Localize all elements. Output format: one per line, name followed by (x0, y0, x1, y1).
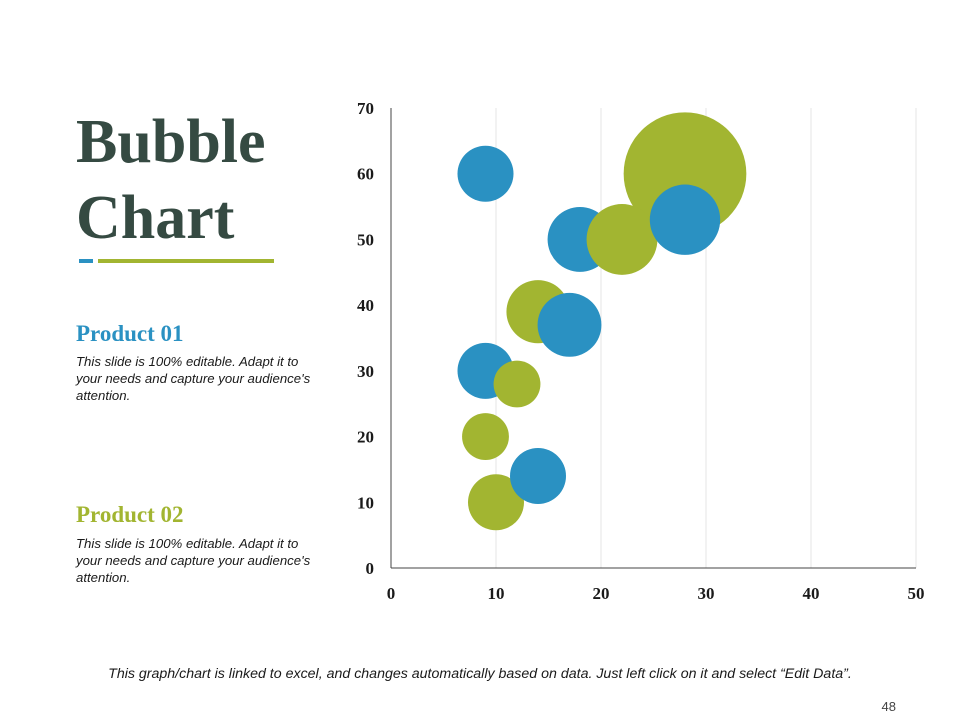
y-tick-label: 40 (357, 296, 374, 315)
x-tick-label: 30 (698, 584, 715, 603)
title-underline-accent-blue (79, 259, 93, 263)
bubble-layer[interactable]: Product 02 (28, 60)Product 01 (9, 60)Pro… (457, 112, 747, 531)
product-01-description: This slide is 100% editable. Adapt it to… (76, 354, 311, 403)
title-underline (79, 259, 274, 263)
slide-title-line-1: Bubble (76, 108, 266, 176)
product-01-heading: Product 01 (76, 321, 184, 346)
bubble-product-02[interactable]: Product 02 (12, 28) (493, 360, 541, 408)
x-tick-label: 20 (593, 584, 610, 603)
bubble-product-02[interactable]: Product 02 (9, 20) (462, 413, 509, 460)
y-tick-label: 30 (357, 362, 374, 381)
bubble-product-01[interactable]: Product 01 (28, 53) (649, 184, 721, 255)
tick-label-layer: 0 10 20 30 40 50 60 70 0 10 20 30 40 50 (357, 99, 925, 603)
y-tick-label: 0 (366, 559, 375, 578)
title-underline-accent-green (98, 259, 274, 263)
y-tick-label: 50 (357, 230, 374, 249)
slide-title: Bubble Chart (76, 104, 266, 256)
y-tick-label: 70 (357, 99, 374, 118)
bubble-product-01[interactable]: Product 01 (17, 37) (537, 292, 602, 357)
axis-layer (390, 108, 916, 569)
bubble-chart[interactable]: Product 02 (28, 60)Product 01 (9, 60)Pro… (330, 90, 930, 610)
x-tick-label: 50 (908, 584, 925, 603)
bubble-product-01[interactable]: Product 01 (9, 60) (457, 145, 514, 202)
product-02-description: This slide is 100% editable. Adapt it to… (76, 536, 311, 585)
bubble-product-02[interactable]: Product 02 (22, 50) (586, 204, 658, 275)
bubble-product-01[interactable]: Product 01 (14, 14) (510, 448, 566, 504)
page-number: 48 (881, 699, 896, 714)
y-tick-label: 20 (357, 428, 374, 447)
y-tick-label: 10 (357, 493, 374, 512)
slide-title-line-2: Chart (76, 184, 235, 252)
footer-note: This graph/chart is linked to excel, and… (108, 666, 852, 682)
bubble-product-02[interactable]: Product 02 (10, 10) (468, 474, 524, 531)
x-tick-label: 0 (387, 584, 396, 603)
x-tick-label: 10 (488, 584, 505, 603)
product-02-heading: Product 02 (76, 502, 184, 527)
x-tick-label: 40 (803, 584, 820, 603)
y-tick-label: 60 (357, 165, 374, 184)
